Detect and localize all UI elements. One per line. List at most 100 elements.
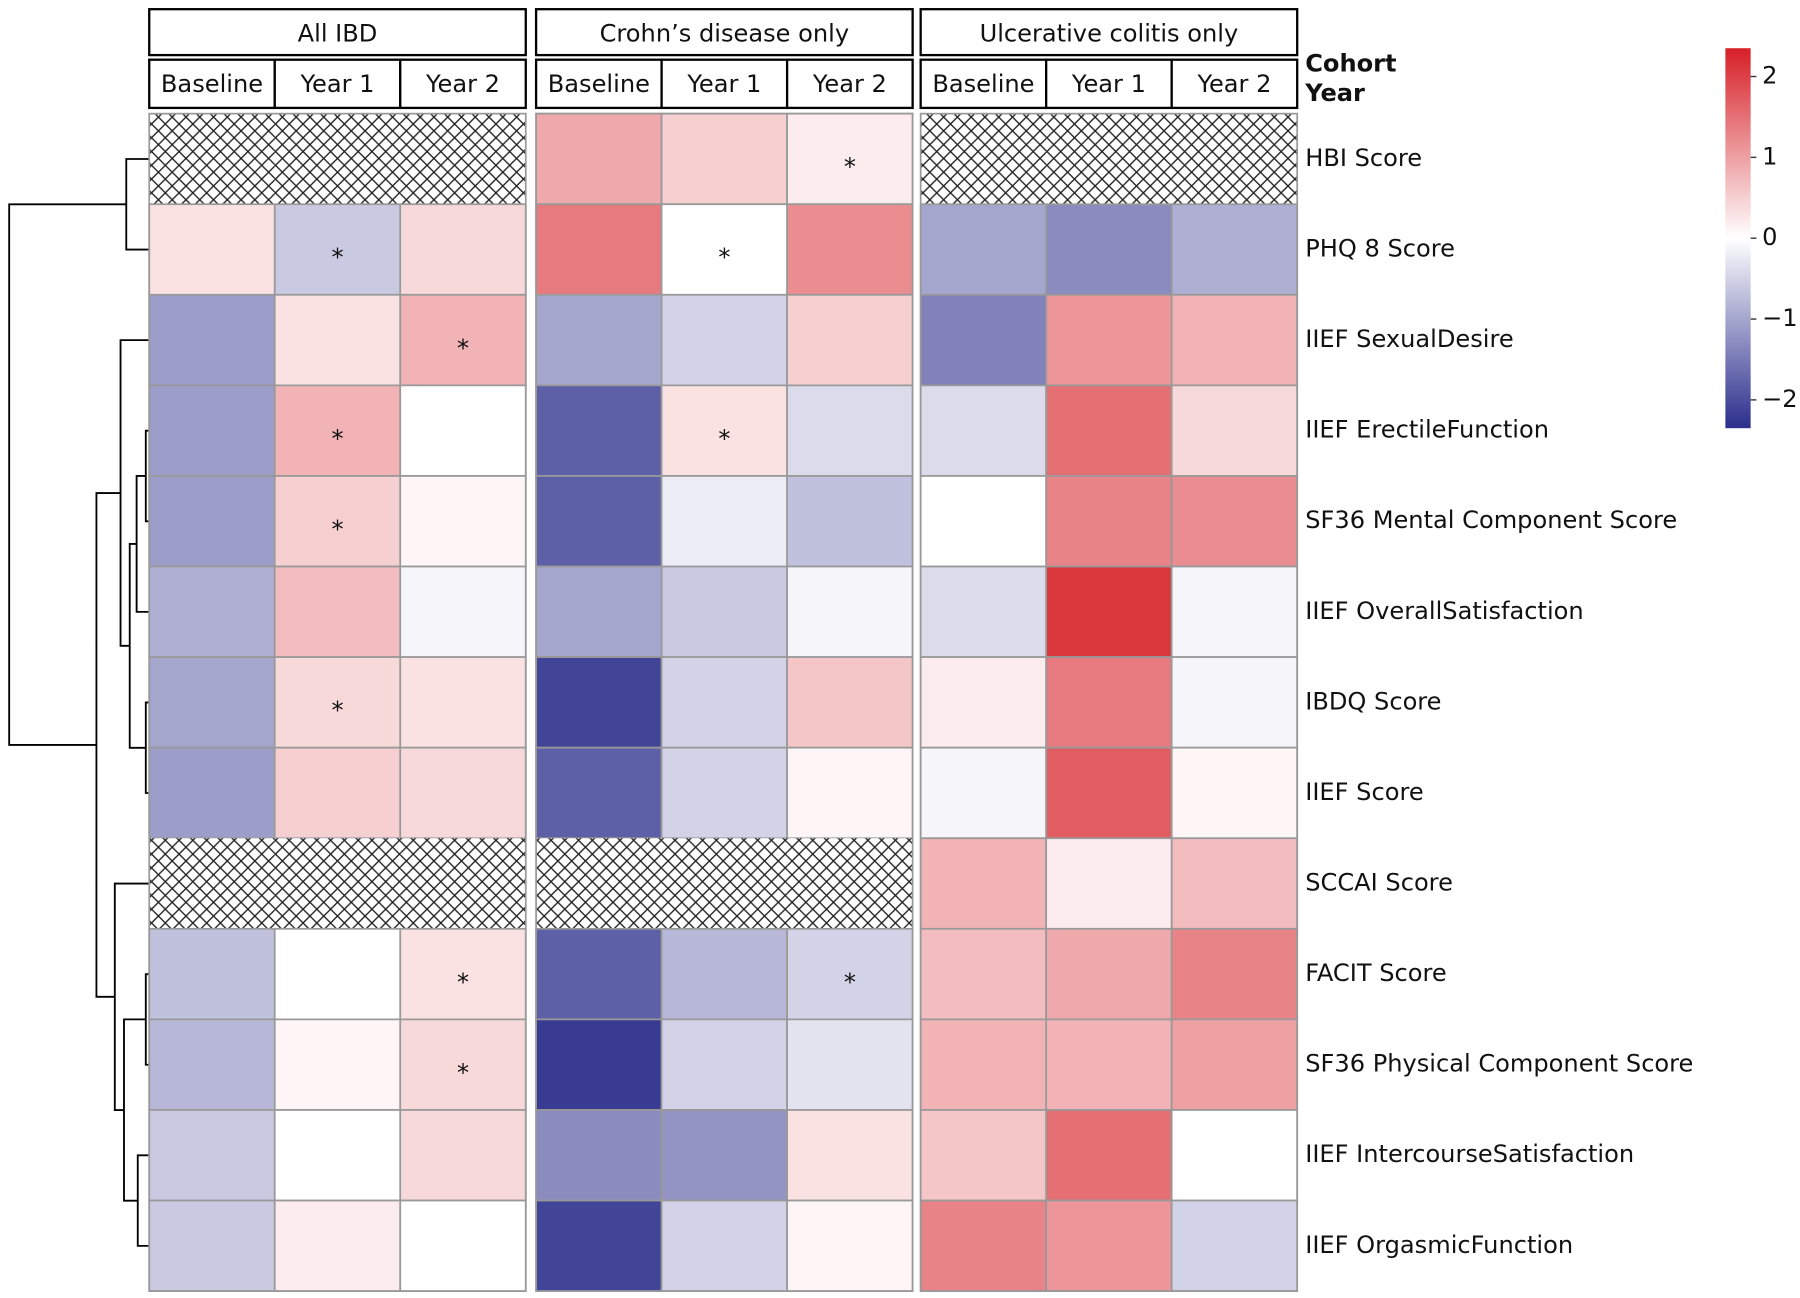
heatmap-cell: [399, 746, 527, 840]
heatmap-cell: [786, 475, 914, 568]
heatmap-cell: [535, 293, 663, 387]
heatmap-cell: [1170, 927, 1299, 1021]
heatmap-cell: [786, 293, 914, 387]
colorbar-tick-label: −2: [1762, 385, 1798, 413]
heatmap-cell: [273, 927, 402, 1021]
legend-label: Year: [1304, 79, 1365, 107]
heatmap-cell: [786, 384, 914, 477]
heatmap-cell: [1170, 656, 1299, 749]
heatmap-cell: [535, 746, 663, 840]
column-header-box: [1170, 58, 1299, 110]
heatmap-cell: [660, 656, 788, 749]
panel-border: [148, 112, 527, 1292]
heatmap-cell: [786, 1199, 914, 1292]
heatmap-cell: [1045, 384, 1173, 477]
row-label: SF36 Physical Component Score: [1305, 1050, 1693, 1078]
heatmap-cell: [919, 293, 1048, 387]
row-label: IIEF SexualDesire: [1305, 325, 1513, 353]
row-label: HBI Score: [1305, 144, 1422, 172]
column-header-box: [534, 58, 663, 110]
missing-cell: [1171, 113, 1298, 205]
significance-star: *: [331, 425, 343, 453]
heatmap-cell: [919, 927, 1048, 1021]
heatmap-cell: [919, 1199, 1048, 1292]
missing-cell: [1046, 113, 1172, 205]
heatmap-cell: [786, 1018, 914, 1111]
heatmap-cell: [660, 293, 788, 387]
row-label: FACIT Score: [1305, 959, 1447, 987]
row-label: IIEF OverallSatisfaction: [1305, 597, 1583, 625]
heatmap-cell: [148, 1109, 276, 1202]
heatmap-cell: [535, 112, 663, 206]
heatmap-cell: [273, 1109, 402, 1202]
heatmap-cell: [399, 1199, 527, 1292]
significance-star: *: [457, 334, 469, 362]
row-label: PHQ 8 Score: [1305, 235, 1455, 263]
significance-star: *: [718, 425, 730, 453]
heatmap-cell: [535, 927, 663, 1021]
heatmap-cell: [1045, 475, 1173, 568]
column-header-box: [273, 58, 402, 110]
heatmap-cell: [1170, 384, 1299, 477]
heatmap-cell: [1045, 1018, 1173, 1111]
heatmap-cell: [1170, 293, 1299, 387]
heatmap-cell: [535, 565, 663, 658]
significance-star: *: [718, 244, 730, 272]
heatmap-cell: [399, 293, 527, 387]
heatmap-cell: [148, 1199, 276, 1292]
heatmap-cell: [1170, 1199, 1299, 1292]
heatmap-cell: [535, 203, 663, 296]
column-header-box: [660, 58, 789, 110]
heatmap-cell: [273, 1018, 402, 1111]
heatmap-cell: [660, 746, 788, 840]
significance-star: *: [457, 968, 469, 996]
heatmap-cell: [535, 656, 663, 749]
column-header-box: [148, 58, 276, 110]
heatmap-cell: [1170, 746, 1299, 840]
heatmap-cell: [1045, 203, 1173, 296]
missing-cell: [400, 838, 526, 929]
heatmap-cell: [1170, 475, 1299, 568]
heatmap-cell: [919, 837, 1048, 930]
colorbar: [1725, 48, 1751, 429]
missing-cell: [274, 113, 401, 205]
column-header: Year 1: [686, 70, 761, 98]
missing-cell: [400, 113, 526, 205]
heatmap-cell: [148, 656, 276, 749]
heatmap-cell: [399, 384, 527, 477]
heatmap-cell: [1045, 746, 1173, 840]
group-header: All IBD: [298, 19, 378, 47]
missing-cell: [149, 838, 275, 929]
heatmap-cell: [919, 746, 1048, 840]
row-label: IIEF IntercourseSatisfaction: [1305, 1140, 1634, 1168]
missing-cell: [920, 113, 1047, 205]
column-header: Baseline: [548, 70, 650, 98]
column-header: Year 2: [812, 70, 887, 98]
heatmap-cell: [273, 384, 402, 477]
heatmap-cell: [399, 203, 527, 296]
heatmap-cell: [148, 293, 276, 387]
missing-cell: [536, 838, 662, 929]
column-header: Baseline: [161, 70, 263, 98]
group-header-box: [148, 8, 527, 57]
missing-cell: [149, 113, 275, 205]
heatmap-cell: [1045, 656, 1173, 749]
heatmap-cell: [148, 746, 276, 840]
heatmap-cell: [786, 1109, 914, 1202]
heatmap-cell: [399, 565, 527, 658]
heatmap-cell: [1170, 1109, 1299, 1202]
colorbar-tick-label: 2: [1762, 62, 1777, 90]
row-label: IIEF OrgasmicFunction: [1305, 1231, 1573, 1259]
significance-star: *: [331, 515, 343, 543]
heatmap-cell: [148, 927, 276, 1021]
heatmap-cell: [919, 565, 1048, 658]
heatmap-cell: [273, 656, 402, 749]
heatmap-cell: [399, 1018, 527, 1111]
heatmap-cell: [919, 384, 1048, 477]
heatmap-cell: [786, 656, 914, 749]
heatmap-cell: [535, 1109, 663, 1202]
heatmap-cell: [1045, 1109, 1173, 1202]
heatmap-cell: [1045, 1199, 1173, 1292]
column-header-box: [919, 58, 1048, 110]
heatmap-cell: [273, 565, 402, 658]
